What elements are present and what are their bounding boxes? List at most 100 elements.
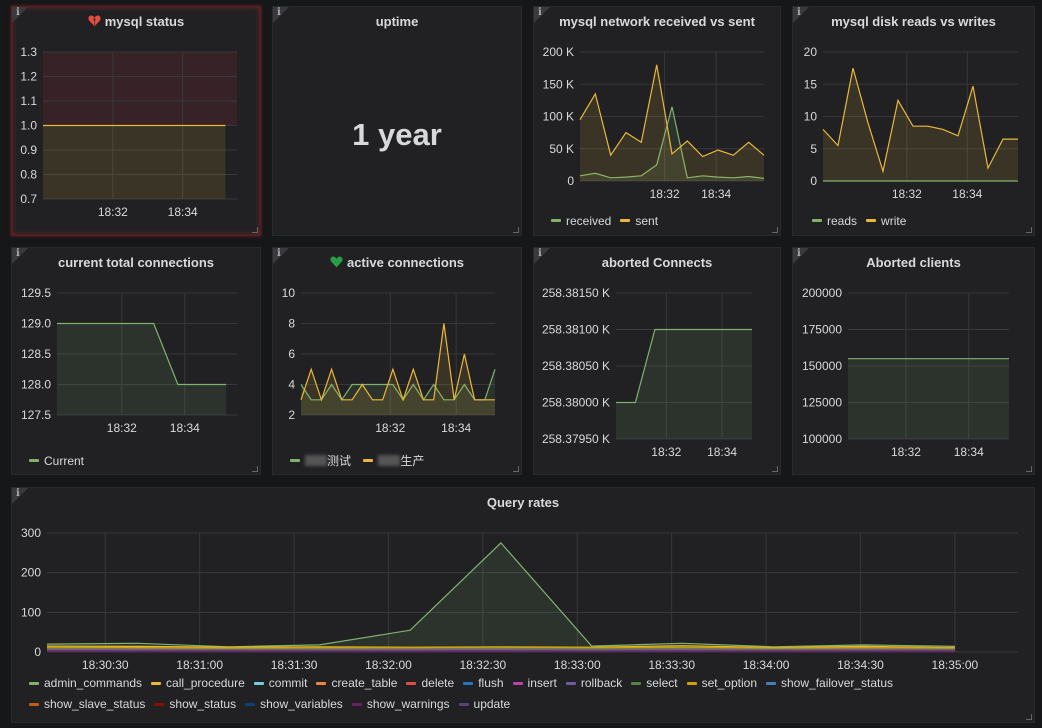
panel-title[interactable]: Query rates: [486, 495, 560, 510]
series-area: [301, 323, 495, 415]
y-tick-label: 15: [804, 77, 818, 91]
resize-handle[interactable]: [1026, 714, 1032, 720]
panel-title[interactable]: uptime: [375, 14, 419, 29]
panel-aborted-connects[interactable]: i aborted Connects 258.37950 K 258.38000 …: [533, 247, 781, 475]
series-area: [823, 68, 1018, 181]
panel-title[interactable]: mysql disk reads vs writes: [831, 14, 996, 29]
panel-title[interactable]: mysql status: [12, 14, 260, 29]
panel-title[interactable]: active connections: [273, 255, 521, 270]
legend-label: update: [473, 697, 511, 711]
x-tick-label: 18:31:30: [271, 658, 318, 672]
y-tick-label: 200: [21, 566, 41, 580]
legend-item[interactable]: show_failover_status: [766, 674, 893, 693]
broken-heart-icon: [88, 15, 101, 27]
legend-swatch: [29, 459, 39, 462]
resize-handle[interactable]: [1026, 227, 1032, 233]
legend-item[interactable]: create_table: [316, 674, 397, 693]
panel-title[interactable]: mysql network received vs sent: [559, 14, 755, 29]
panel-current-connections[interactable]: i current total connections 127.5 128.0 12…: [11, 247, 261, 475]
resize-handle[interactable]: [772, 466, 778, 472]
legend-item[interactable]: show_variables: [245, 695, 343, 714]
panel-network[interactable]: i mysql network received vs sent 0 50 K 10…: [533, 6, 781, 236]
legend-item[interactable]: reads: [812, 214, 857, 228]
legend-item[interactable]: call_procedure: [151, 674, 245, 693]
series-area: [848, 358, 1009, 439]
y-tick-label: 1.0: [20, 119, 37, 133]
legend-label: show_variables: [260, 697, 343, 711]
legend-item[interactable]: write: [866, 214, 906, 228]
legend-item[interactable]: commit: [253, 674, 307, 693]
x-tick-label: 18:33:00: [554, 658, 601, 672]
panel-disk[interactable]: i mysql disk reads vs writes 0 5 10 15 20 18:…: [792, 6, 1035, 236]
series-line: [616, 328, 752, 404]
legend-item[interactable]: admin_commands: [29, 674, 142, 693]
resize-handle[interactable]: [513, 466, 519, 472]
x-tick-label: 18:34: [952, 187, 982, 201]
legend-item[interactable]: update: [458, 695, 511, 714]
panel-query-rates[interactable]: i Query rates 0 100 200 300 18:30:30 18:31:00…: [11, 487, 1035, 723]
legend: admin_commands call_procedure commit create…: [29, 672, 1019, 714]
y-tick-label: 150 K: [543, 77, 574, 91]
resize-handle[interactable]: [1026, 466, 1032, 472]
y-tick-label: 1.1: [20, 94, 37, 108]
legend-item[interactable]: Current: [29, 454, 84, 468]
x-tick-label: 18:32: [375, 421, 405, 435]
legend-item[interactable]: show_warnings: [351, 695, 450, 714]
x-tick-label: 18:33:30: [648, 658, 695, 672]
panel-aborted-clients[interactable]: i Aborted clients 100000 125000 150000 1750…: [792, 247, 1035, 475]
panel-title[interactable]: aborted Connects: [601, 255, 713, 270]
y-tick-label: 0: [567, 174, 574, 188]
x-tick-label: 18:32: [651, 445, 681, 459]
legend-item[interactable]: show_status: [154, 695, 236, 714]
y-tick-label: 175000: [802, 323, 842, 337]
legend-swatch: [620, 219, 631, 222]
legend: Current: [29, 451, 93, 468]
series-line: [57, 322, 227, 386]
y-tick-label: 129.5: [21, 286, 51, 300]
heart-icon: [330, 256, 343, 268]
legend-item[interactable]: 测试: [290, 452, 351, 469]
chart-disk: 0 5 10 15 20 18:32 18:34: [804, 45, 1018, 201]
legend-item[interactable]: sent: [620, 214, 658, 228]
y-tick-label: 258.38050 K: [542, 359, 610, 373]
panel-uptime[interactable]: i uptime 1 year: [272, 6, 522, 236]
legend-item[interactable]: flush: [463, 674, 504, 693]
legend-label: call_procedure: [166, 676, 245, 690]
resize-handle[interactable]: [252, 227, 258, 233]
resize-handle[interactable]: [772, 227, 778, 233]
legend-label: sent: [635, 213, 659, 228]
x-tick-label: 18:34: [954, 445, 984, 459]
legend-swatch: [253, 682, 264, 685]
y-tick-label: 50 K: [549, 142, 574, 156]
legend-item[interactable]: select: [631, 674, 678, 693]
legend-swatch: [154, 703, 165, 706]
x-tick-label: 18:35:00: [932, 658, 979, 672]
panel-title[interactable]: Aborted clients: [866, 255, 961, 270]
panel-mysql-status[interactable]: i mysql status 0.7 0.8 0.9 1.0 1.1 1.2 1.3 18:3…: [11, 6, 261, 236]
series-line: [579, 106, 765, 179]
chart-aborted-connects: 258.37950 K 258.38000 K 258.38050 K 258.381…: [542, 286, 752, 459]
legend-label: flush: [478, 676, 504, 690]
y-tick-label: 1.3: [20, 45, 37, 59]
x-tick-label: 18:32:30: [460, 658, 507, 672]
y-tick-label: 0: [810, 174, 817, 188]
legend-item[interactable]: 生产: [363, 452, 424, 469]
legend-item[interactable]: delete: [406, 674, 454, 693]
resize-handle[interactable]: [252, 466, 258, 472]
y-tick-label: 300: [21, 526, 41, 540]
legend-item[interactable]: insert: [512, 674, 557, 693]
panel-title[interactable]: current total connections: [57, 255, 215, 270]
y-tick-label: 4: [288, 378, 295, 392]
legend-item[interactable]: set_option: [686, 674, 757, 693]
y-tick-label: 0.7: [20, 192, 37, 206]
panel-active-connections[interactable]: i active connections 2 4 6 8 10 18:32 18:34 测试…: [272, 247, 522, 475]
chart-mysql-status: 0.7 0.8 0.9 1.0 1.1 1.2 1.3 18:32 18:34: [20, 45, 237, 219]
resize-handle[interactable]: [513, 227, 519, 233]
legend-swatch: [363, 459, 374, 462]
legend-label: delete: [421, 676, 455, 690]
legend-item[interactable]: show_slave_status: [29, 695, 145, 714]
y-tick-label: 258.38100 K: [542, 323, 610, 337]
legend-item[interactable]: rollback: [565, 674, 622, 693]
legend-item[interactable]: received: [551, 214, 611, 228]
y-tick-label: 100 K: [543, 110, 574, 124]
